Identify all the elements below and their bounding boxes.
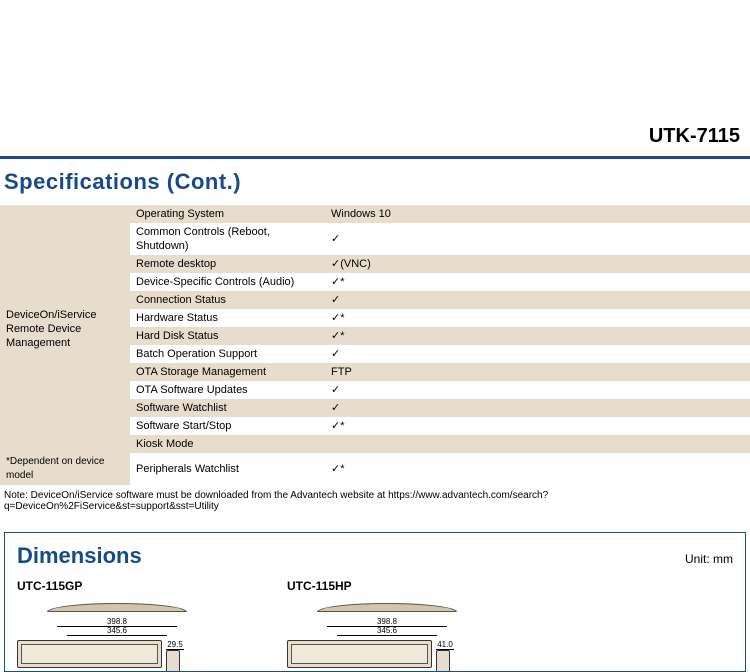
- spec-value: ✓*: [325, 309, 750, 327]
- spec-value: FTP: [325, 363, 750, 381]
- table-row: DeviceOn/iServiceRemote Device Managemen…: [0, 205, 750, 223]
- dim-depth: 41.0: [436, 640, 454, 650]
- dim-depth: 29.5: [166, 640, 184, 650]
- spec-item: Peripherals Watchlist: [130, 453, 325, 485]
- dimension-drawing: 398.8345.6 41.0: [287, 603, 487, 672]
- side-wrap: 29.5: [166, 640, 184, 672]
- dimensions-section: Dimensions Unit: mm UTC-115GP398.8345.62…: [4, 532, 746, 672]
- front-side-row: 41.0: [287, 640, 487, 672]
- spec-value: ✓*: [325, 327, 750, 345]
- spec-value: ✓: [325, 223, 750, 255]
- spec-value: ✓*: [325, 453, 750, 485]
- device-top-profile: [47, 603, 187, 612]
- spec-item: Kiosk Mode: [130, 435, 325, 453]
- device-side-view: [166, 650, 180, 672]
- dim-width-inner: 345.6: [337, 627, 437, 636]
- header-rule: [0, 156, 750, 159]
- side-wrap: 41.0: [436, 640, 454, 672]
- dim-width-inner: 345.6: [67, 627, 167, 636]
- table-row: *Dependent on device modelPeripherals Wa…: [0, 453, 750, 485]
- spec-item: Hardware Status: [130, 309, 325, 327]
- dimension-drawing: 398.8345.6 29.5: [17, 603, 217, 672]
- spec-value: ✓*: [325, 417, 750, 435]
- device-front-view: [287, 640, 432, 668]
- spec-item: Operating System: [130, 205, 325, 223]
- spec-item: Software Start/Stop: [130, 417, 325, 435]
- dimension-model: UTC-115HP398.8345.641.0: [287, 579, 497, 672]
- device-top-profile: [317, 603, 457, 612]
- spec-item: Device-Specific Controls (Audio): [130, 273, 325, 291]
- dimension-model: UTC-115GP398.8345.629.5: [17, 579, 227, 672]
- spec-value: ✓: [325, 381, 750, 399]
- spec-item: Hard Disk Status: [130, 327, 325, 345]
- spec-item: Common Controls (Reboot, Shutdown): [130, 223, 325, 255]
- specifications-table: DeviceOn/iServiceRemote Device Managemen…: [0, 205, 750, 485]
- device-side-view: [436, 650, 450, 672]
- spec-value: ✓(VNC): [325, 255, 750, 273]
- spec-value: ✓: [325, 345, 750, 363]
- section-title-dimensions: Dimensions: [17, 543, 142, 569]
- dim-width-outer: 398.8: [57, 618, 177, 627]
- spec-value: ✓*: [325, 273, 750, 291]
- spec-value: ✓: [325, 291, 750, 309]
- dimensions-unit: Unit: mm: [685, 552, 733, 566]
- device-front-view: [17, 640, 162, 668]
- front-side-row: 29.5: [17, 640, 217, 672]
- spec-item: Remote desktop: [130, 255, 325, 273]
- page: UTK-7115 Specifications (Cont.) DeviceOn…: [0, 0, 750, 672]
- spec-value: [325, 435, 750, 453]
- category-cell: DeviceOn/iServiceRemote Device Managemen…: [0, 205, 130, 453]
- download-note: Note: DeviceOn/iService software must be…: [0, 485, 750, 532]
- spec-item: OTA Software Updates: [130, 381, 325, 399]
- spec-item: Batch Operation Support: [130, 345, 325, 363]
- spec-item: Connection Status: [130, 291, 325, 309]
- spec-value: ✓: [325, 399, 750, 417]
- product-header: UTK-7115: [0, 0, 750, 156]
- section-title-specifications: Specifications (Cont.): [0, 165, 750, 205]
- footnote-cell: *Dependent on device model: [0, 453, 130, 485]
- dim-width-outer: 398.8: [327, 618, 447, 627]
- spec-value: Windows 10: [325, 205, 750, 223]
- spec-item: Software Watchlist: [130, 399, 325, 417]
- spec-item: OTA Storage Management: [130, 363, 325, 381]
